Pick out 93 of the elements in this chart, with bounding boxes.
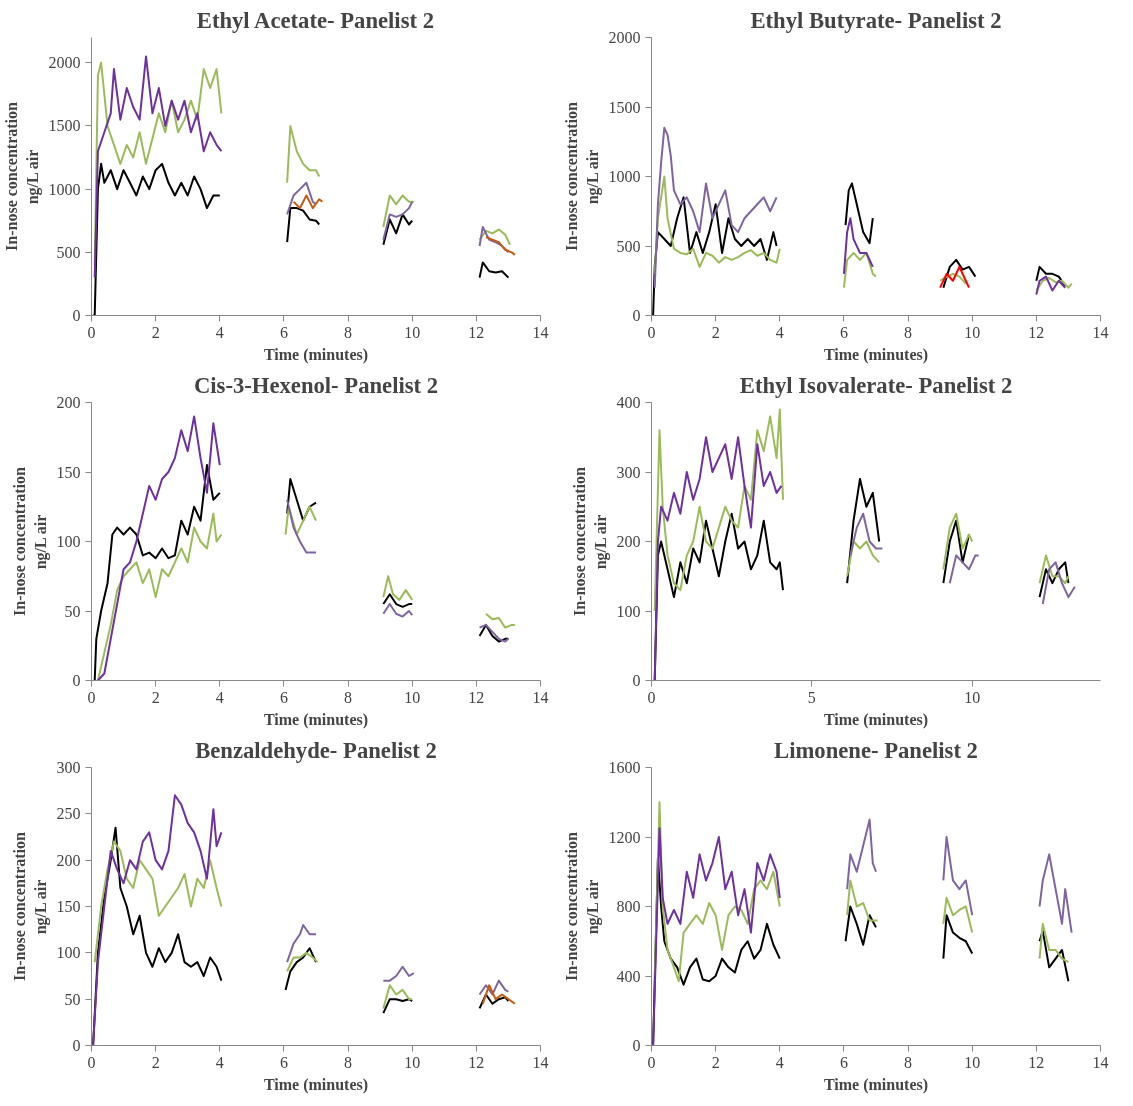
y-tick-label: 2000: [48, 54, 81, 72]
y-tick-label: 100: [56, 944, 81, 962]
x-axis-title: Time (minutes): [263, 710, 369, 729]
y-tick-label: 1000: [48, 180, 81, 198]
y-tick-label: 250: [56, 805, 81, 823]
y-tick-label: 1200: [608, 828, 641, 846]
y-tick-label: 500: [56, 243, 81, 261]
y-tick-label: 400: [616, 394, 641, 411]
chart-title: Ethyl Butyrate- Panelist 2: [750, 7, 1002, 33]
x-tick-label: 8: [904, 1053, 913, 1071]
y-axis-title: In-nose concentration ng/L air: [3, 101, 42, 251]
y-tick-label: 400: [616, 967, 641, 985]
x-axis-title: Time (minutes): [823, 345, 929, 364]
y-tick-label: 50: [64, 602, 81, 620]
x-tick-label: 6: [279, 688, 288, 706]
y-axis-title: In-nose concentration ng/L air: [571, 466, 610, 616]
x-tick-label: 2: [711, 1053, 720, 1071]
x-tick-label: 4: [775, 1053, 784, 1071]
y-tick-label: 150: [56, 898, 81, 915]
x-tick-label: 12: [468, 323, 485, 341]
x-axis-title: Time (minutes): [823, 710, 929, 729]
x-tick-label: 0: [647, 688, 656, 706]
x-tick-label: 14: [532, 323, 549, 341]
y-tick-label: 200: [56, 394, 81, 411]
chart-title: Cis-3-Hexenol- Panelist 2: [193, 372, 439, 398]
y-tick-label: 200: [56, 851, 81, 869]
y-tick-label: 100: [56, 533, 81, 550]
y-tick-label: 0: [72, 1037, 81, 1054]
y-tick-label: 0: [72, 307, 81, 324]
y-tick-label: 2000: [608, 29, 641, 46]
y-tick-label: 1600: [608, 759, 641, 776]
x-tick-label: 12: [1028, 323, 1045, 341]
x-tick-label: 4: [215, 1053, 224, 1071]
x-tick-label: 8: [904, 323, 913, 341]
x-tick-label: 8: [344, 323, 353, 341]
x-tick-label: 10: [964, 1053, 981, 1071]
x-tick-label: 10: [404, 688, 421, 706]
x-tick-label: 6: [839, 1053, 848, 1071]
y-tick-label: 800: [616, 898, 641, 915]
y-tick-label: 200: [616, 533, 641, 550]
x-tick-label: 6: [279, 323, 288, 341]
x-tick-label: 14: [1092, 323, 1109, 341]
chart-title: Limonene- Panelist 2: [774, 737, 978, 763]
y-tick-label: 500: [616, 237, 641, 255]
x-tick-label: 10: [964, 688, 981, 706]
chart-title: Ethyl Isovalerate- Panelist 2: [739, 372, 1013, 398]
x-tick-label: 14: [532, 1053, 549, 1071]
x-tick-label: 10: [404, 1053, 421, 1071]
x-tick-label: 14: [1092, 1053, 1109, 1071]
x-tick-label: 2: [151, 323, 160, 341]
y-tick-label: 300: [56, 759, 81, 776]
x-tick-label: 5: [807, 688, 816, 706]
y-tick-label: 1000: [608, 168, 641, 185]
x-tick-label: 12: [468, 688, 485, 706]
x-axis-title: Time (minutes): [823, 1075, 929, 1094]
x-tick-label: 8: [344, 688, 353, 706]
y-tick-label: 50: [64, 990, 81, 1008]
x-tick-label: 12: [468, 1053, 485, 1071]
chart-title: Benzaldehyde- Panelist 2: [195, 737, 437, 763]
y-tick-label: 150: [56, 463, 81, 481]
x-tick-label: 0: [647, 323, 656, 341]
y-tick-label: 0: [632, 1037, 641, 1054]
x-tick-label: 10: [404, 323, 421, 341]
y-axis-title: In-nose concentration ng/L air: [563, 101, 602, 251]
x-tick-label: 4: [215, 688, 224, 706]
y-tick-label: 0: [632, 307, 641, 324]
x-tick-label: 4: [215, 323, 224, 341]
x-tick-label: 0: [87, 688, 96, 706]
y-tick-label: 0: [72, 672, 81, 689]
x-tick-label: 2: [151, 1053, 160, 1071]
x-tick-label: 6: [279, 1053, 288, 1071]
x-tick-label: 10: [964, 323, 981, 341]
y-axis-title: In-nose concentration ng/L air: [563, 831, 602, 981]
y-axis-title: In-nose concentration ng/L air: [11, 466, 50, 616]
x-axis-title: Time (minutes): [263, 1075, 369, 1094]
y-axis-title: In-nose concentration ng/L air: [11, 831, 50, 981]
x-axis-title: Time (minutes): [263, 345, 369, 364]
x-tick-label: 0: [87, 1053, 96, 1071]
y-tick-label: 0: [632, 672, 641, 689]
y-tick-label: 1500: [608, 98, 641, 116]
x-tick-label: 6: [839, 323, 848, 341]
x-tick-label: 0: [87, 323, 96, 341]
x-tick-label: 12: [1028, 1053, 1045, 1071]
y-tick-label: 300: [616, 463, 641, 481]
x-tick-label: 8: [344, 1053, 353, 1071]
x-tick-label: 14: [532, 688, 549, 706]
x-tick-label: 4: [775, 323, 784, 341]
x-tick-label: 2: [151, 688, 160, 706]
chart-title: Ethyl Acetate- Panelist 2: [196, 7, 434, 33]
x-tick-label: 2: [711, 323, 720, 341]
y-tick-label: 1500: [48, 117, 81, 135]
x-tick-label: 0: [647, 1053, 656, 1071]
y-tick-label: 100: [616, 602, 641, 620]
